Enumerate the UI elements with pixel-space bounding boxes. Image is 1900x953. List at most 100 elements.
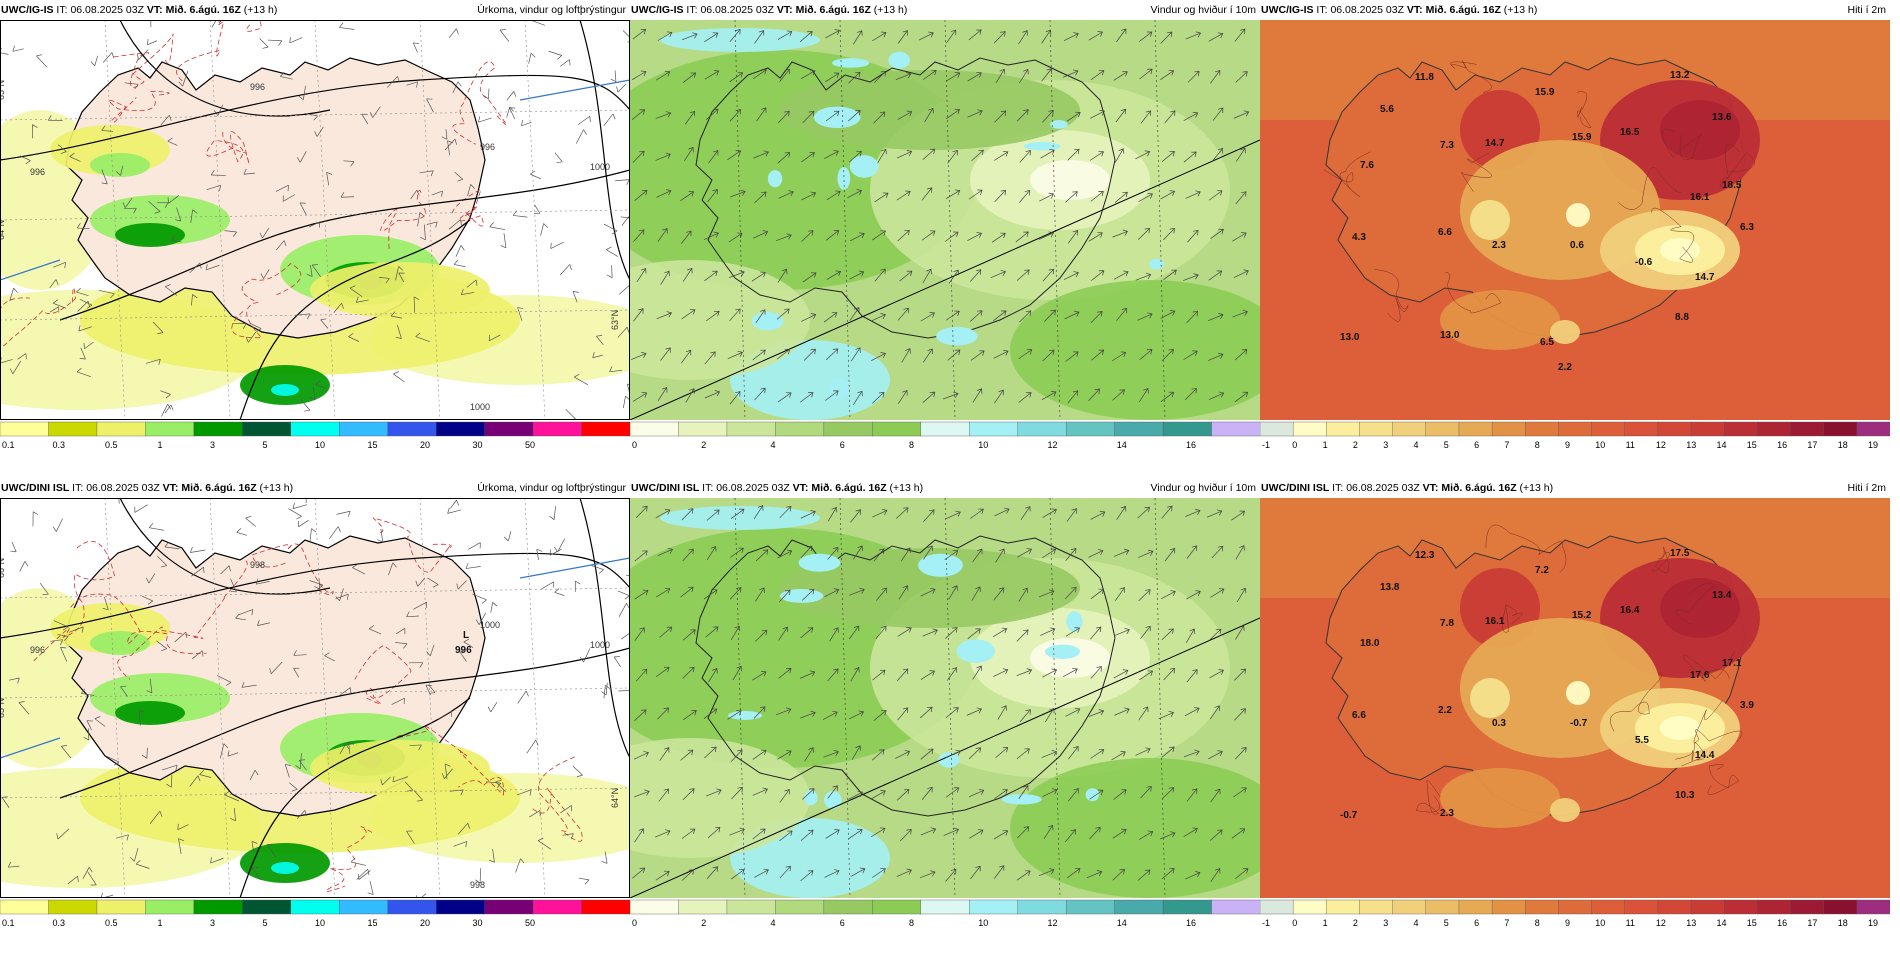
lead-time: (+13 h) — [1520, 482, 1554, 494]
colorbar-tick-label: 15 — [368, 440, 378, 450]
init-time-label: IT: — [1316, 4, 1327, 16]
isobar-label: 996 — [30, 645, 45, 655]
temperature-value: 14.7 — [1695, 272, 1715, 283]
temperature-value: 0.6 — [1570, 240, 1584, 251]
colorbar-tick-label: 14 — [1717, 918, 1727, 928]
colorbar-tick-label: 15 — [1747, 440, 1757, 450]
panel-title-bar: UWC/DINI ISL IT: 06.08.2025 03Z VT: Mið.… — [1260, 478, 1890, 498]
colorbar-tick-label: 30 — [473, 918, 483, 928]
colorbar-swatch — [1212, 422, 1260, 436]
colorbar-swatch — [1724, 422, 1758, 436]
model-name: UWC/IG-IS — [1, 4, 54, 16]
temperature-value: 13.2 — [1670, 70, 1690, 81]
colorbar-swatch — [97, 900, 146, 914]
model-name: UWC/IG-IS — [1261, 4, 1314, 16]
lead-time: (+13 h) — [244, 4, 278, 16]
temperature-value: 16.5 — [1620, 127, 1640, 138]
colorbar-tick-label: 4 — [1414, 918, 1419, 928]
colorbar-swatch — [242, 422, 291, 436]
colorbar-tick-label: 16 — [1777, 440, 1787, 450]
temperature-value: 15.2 — [1572, 610, 1592, 621]
colorbar-swatch — [1426, 900, 1460, 914]
colorbar-tick-label: 50 — [525, 918, 535, 928]
colorbar-swatch — [1459, 900, 1493, 914]
isobar-label: 1000 — [470, 402, 490, 412]
colorbar-tick-label: 13 — [1686, 918, 1696, 928]
colorbar-tick-label: 0.5 — [105, 440, 118, 450]
map-canvas[interactable] — [630, 498, 1260, 898]
colorbar-swatch — [678, 900, 727, 914]
colorbar-tick-label: 1 — [158, 918, 163, 928]
init-time-label: IT: — [702, 482, 713, 494]
temperature-value: 5.5 — [1635, 735, 1649, 746]
colorbar-tick-label: 3 — [1383, 918, 1388, 928]
valid-time-label: VT: — [1423, 482, 1439, 494]
temperature-value: 13.8 — [1380, 582, 1400, 593]
colorbar-swatch — [1592, 900, 1626, 914]
colorbar-tick-label: 2 — [701, 918, 706, 928]
temperature-value: -0.7 — [1340, 810, 1358, 821]
init-time: 06.08.2025 03Z — [1346, 482, 1420, 494]
colorbar-swatch — [1824, 900, 1858, 914]
init-time: 06.08.2025 03Z — [700, 4, 774, 16]
init-time-label: IT: — [1332, 482, 1343, 494]
temperature-value: 6.6 — [1438, 227, 1452, 238]
temperature-value: 5.6 — [1380, 104, 1394, 115]
colorbar-tick-label: -1 — [1262, 918, 1270, 928]
colorbar-swatch — [533, 900, 582, 914]
colorbar-swatch — [1658, 900, 1692, 914]
isobar-label: 1000 — [480, 620, 500, 630]
colorbar-tick-label: 0.3 — [53, 918, 66, 928]
colorbar-tick-label: 0 — [632, 440, 637, 450]
temperature-value: 8.8 — [1675, 312, 1689, 323]
colorbar-tick-label: 10 — [978, 440, 988, 450]
colorbar-swatch — [969, 900, 1018, 914]
panel-title-bar: UWC/DINI ISL IT: 06.08.2025 03Z VT: Mið.… — [0, 478, 630, 498]
colorbar-swatch — [1757, 900, 1791, 914]
panel-run-info: UWC/IG-IS IT: 06.08.2025 03Z VT: Mið. 6.… — [1261, 0, 1537, 20]
colorbar-swatch — [1393, 900, 1427, 914]
colorbar-tick-label: 2 — [1353, 918, 1358, 928]
colorbar-swatch — [824, 422, 873, 436]
colorbar-swatch — [1393, 422, 1427, 436]
valid-time: Mið. 6.ágú. 16Z — [796, 4, 871, 16]
isobar-label: 996 — [480, 142, 495, 152]
colorbar-swatch — [1326, 900, 1360, 914]
map-panel-wind: UWC/DINI ISL IT: 06.08.2025 03Z VT: Mið.… — [630, 478, 1260, 953]
colorbar-swatch — [630, 900, 679, 914]
panel-run-info: UWC/DINI ISL IT: 06.08.2025 03Z VT: Mið.… — [631, 478, 923, 498]
colorbar-swatch — [388, 422, 437, 436]
temperature-value: 12.3 — [1415, 550, 1435, 561]
panel-title-bar: UWC/DINI ISL IT: 06.08.2025 03Z VT: Mið.… — [630, 478, 1260, 498]
colorbar-tick-label: 4 — [1414, 440, 1419, 450]
colorbar-swatch — [1359, 900, 1393, 914]
colorbar-swatch — [969, 422, 1018, 436]
colorbar-tick-label: 6 — [1474, 918, 1479, 928]
latitude-label: 64°N — [610, 788, 620, 808]
colorbar-swatch — [630, 422, 679, 436]
colorbar-swatch — [1791, 900, 1825, 914]
colorbar-tick-label: 9 — [1565, 918, 1570, 928]
colorbar-swatch — [727, 422, 776, 436]
temperature-value: 2.2 — [1558, 362, 1572, 373]
temperature-value: 7.2 — [1535, 565, 1549, 576]
temperature-value: 17.6 — [1690, 670, 1710, 681]
colorbar-swatch — [921, 422, 970, 436]
map-canvas[interactable] — [630, 20, 1260, 420]
colorbar-swatch — [1066, 422, 1115, 436]
model-name: UWC/DINI ISL — [631, 482, 699, 494]
temperature-value: 17.1 — [1722, 658, 1742, 669]
valid-time: Mið. 6.ágú. 16Z — [181, 482, 256, 494]
colorbar-tick-label: 5 — [1444, 918, 1449, 928]
colorbar-tick-label: 3 — [210, 440, 215, 450]
colorbar-swatch — [1724, 900, 1758, 914]
valid-time: Mið. 6.ágú. 16Z — [166, 4, 241, 16]
colorbar-tick-label: 8 — [909, 440, 914, 450]
